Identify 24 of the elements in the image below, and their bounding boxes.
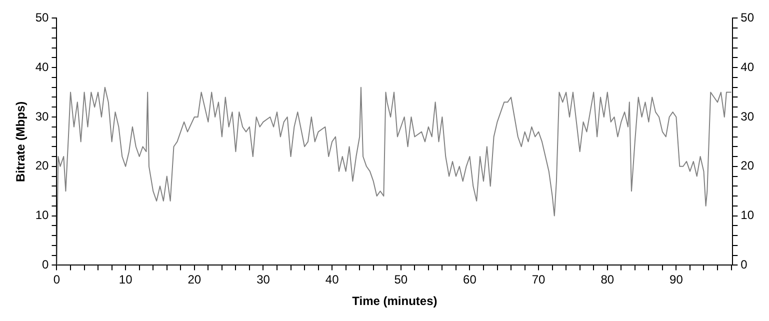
- y2-tick-label: 20: [740, 158, 754, 173]
- x-axis-title: Time (minutes): [352, 294, 438, 308]
- y2-tick-label: 30: [740, 109, 754, 124]
- y-tick-label: 0: [42, 258, 50, 272]
- x-tick-label: 90: [670, 272, 684, 287]
- y-tick-label: 30: [35, 109, 50, 124]
- y-tick-label: 10: [35, 208, 50, 222]
- y-tick-label: 40: [35, 60, 50, 74]
- y-tick-label: 50: [35, 10, 50, 25]
- x-tick-label: 20: [188, 272, 202, 287]
- y2-tick-label: 0: [740, 258, 748, 272]
- y-tick-label: 20: [35, 158, 50, 173]
- x-tick-label: 70: [532, 272, 546, 287]
- x-tick-label: 30: [256, 272, 270, 287]
- y2-tick-label: 50: [740, 10, 754, 25]
- y2-tick-label: 40: [740, 60, 754, 74]
- y-axis-title: Bitrate (Mbps): [14, 101, 28, 182]
- x-tick-label: 80: [600, 272, 614, 287]
- x-tick-label: 10: [118, 272, 133, 287]
- y2-tick-label: 10: [740, 208, 754, 222]
- x-tick-label: 60: [463, 272, 477, 287]
- x-tick-label: 40: [325, 272, 340, 287]
- x-tick-label: 50: [394, 272, 408, 287]
- x-tick-label: 0: [53, 272, 60, 287]
